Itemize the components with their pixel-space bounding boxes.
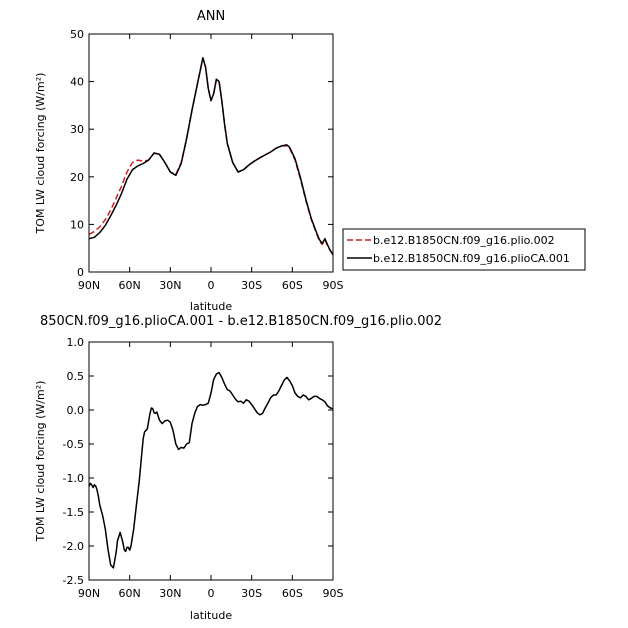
legend: b.e12.B1850CN.f09_g16.plio.002 b.e12.B18… xyxy=(342,228,586,271)
bottom-x-tick-label: 90S xyxy=(323,587,344,600)
bottom-xlabel: latitude xyxy=(190,609,232,622)
bottom-panel-title: 850CN.f09_g16.plioCA.001 - b.e12.B1850CN… xyxy=(40,314,442,329)
top-panel-title: ANN xyxy=(197,9,225,24)
top-series-line-0 xyxy=(88,57,334,255)
top-x-tick-label: 0 xyxy=(208,279,215,292)
bottom-y-tick-label: 1.0 xyxy=(67,336,85,349)
bottom-y-tick-label: -2.5 xyxy=(63,574,84,587)
top-xlabel: latitude xyxy=(190,300,232,313)
legend-box xyxy=(342,228,586,271)
bottom-y-tick-label: 0.0 xyxy=(67,404,85,417)
top-x-tick-label: 60N xyxy=(119,279,141,292)
bottom-x-tick-label: 30S xyxy=(241,587,262,600)
legend-label-plioca: b.e12.B1850CN.f09_g16.plioCA.001 xyxy=(373,252,570,265)
bottom-x-tick-label: 90N xyxy=(78,587,100,600)
top-y-tick-label: 0 xyxy=(77,266,84,279)
bottom-y-tick-label: -1.0 xyxy=(63,472,84,485)
bottom-x-tick-label: 30N xyxy=(159,587,181,600)
top-y-tick-label: 40 xyxy=(70,76,84,89)
top-y-tick-label: 30 xyxy=(70,123,84,136)
bottom-x-tick-label: 0 xyxy=(208,587,215,600)
top-x-tick-label: 90S xyxy=(323,279,344,292)
top-y-tick-label: 10 xyxy=(70,218,84,231)
top-series-line-1 xyxy=(88,57,334,256)
bottom-x-tick-label: 60S xyxy=(282,587,303,600)
bottom-y-tick-label: -1.5 xyxy=(63,506,84,519)
bottom-x-tick-label: 60N xyxy=(119,587,141,600)
bottom-y-tick-label: -2.0 xyxy=(63,540,84,553)
bottom-series-line-0 xyxy=(88,371,334,569)
top-ylabel: TOM LW cloud forcing (W/m²) xyxy=(34,73,47,235)
top-panel: ANN 90N 60N 30N 0 30S 60S 90S 0 10 20 30 40 50 latit… xyxy=(34,9,344,313)
bottom-y-tick-label: 0.5 xyxy=(67,370,85,383)
bottom-plot-frame xyxy=(88,341,334,581)
bottom-panel: 850CN.f09_g16.plioCA.001 - b.e12.B1850CN… xyxy=(34,314,442,622)
top-x-tick-label: 90N xyxy=(78,279,100,292)
bottom-ylabel: TOM LW cloud forcing (W/m²) xyxy=(34,381,47,543)
top-y-tick-label: 20 xyxy=(70,171,84,184)
top-y-tick-label: 50 xyxy=(70,28,84,41)
top-x-tick-label: 30N xyxy=(159,279,181,292)
legend-label-plio: b.e12.B1850CN.f09_g16.plio.002 xyxy=(373,234,555,247)
bottom-y-tick-label: -0.5 xyxy=(63,438,84,451)
top-plot-frame xyxy=(88,33,334,273)
top-x-tick-label: 60S xyxy=(282,279,303,292)
top-x-tick-label: 30S xyxy=(241,279,262,292)
